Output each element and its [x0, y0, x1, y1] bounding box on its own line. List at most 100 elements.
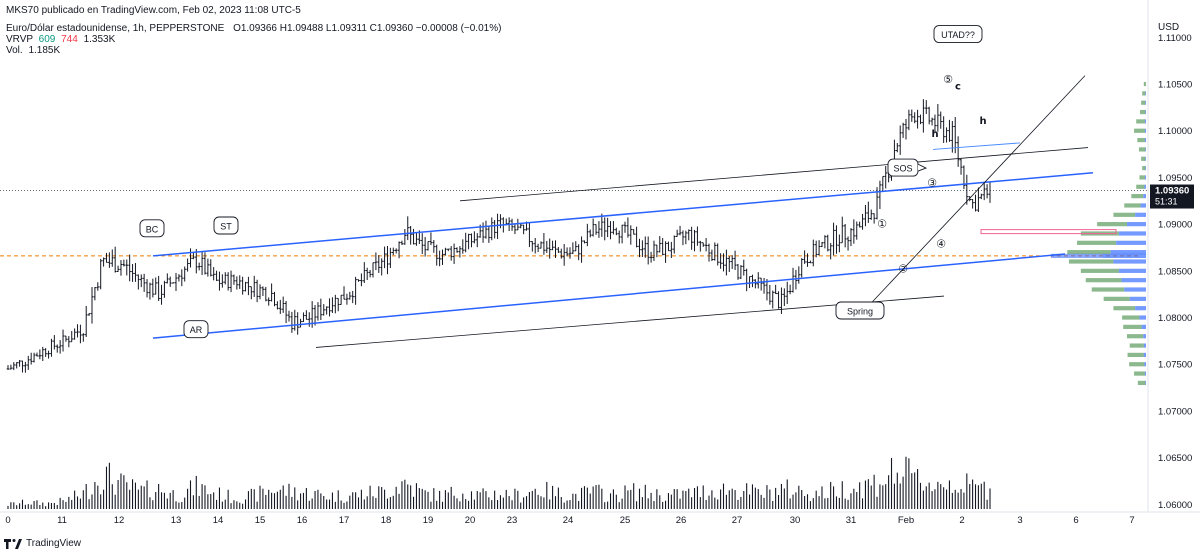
volume-profile-bar — [1142, 166, 1146, 171]
volume-profile-bar — [1139, 175, 1145, 180]
volume-profile-bar-sell — [1144, 362, 1146, 367]
volume-profile-bar — [1134, 371, 1145, 376]
volume-profile-bar — [1140, 109, 1146, 115]
annotation-box — [139, 219, 165, 238]
time-tick-label: 13 — [171, 515, 182, 526]
symbol-line: Euro/Dólar estadounidense, 1h, PEPPERSTO… — [6, 23, 501, 34]
time-tick-label: 31 — [846, 515, 857, 526]
pink-zone-box — [980, 229, 1117, 235]
time-tick-label: 27 — [732, 515, 743, 526]
volume-profile-bar-sell — [1145, 166, 1146, 171]
price-tick-label: 1.09000 — [1158, 220, 1192, 231]
volume-profile-bar-sell — [1144, 137, 1146, 143]
volume-profile-bar — [1141, 156, 1146, 161]
time-tick-label: 25 — [620, 515, 631, 526]
volume-profile-bar-sell — [1141, 324, 1146, 329]
annotation-marker: h — [979, 116, 986, 127]
volume-profile-bar-sell — [1110, 250, 1146, 255]
time-tick-label: 15 — [255, 515, 266, 526]
volume-profile-bar — [1113, 306, 1136, 311]
time-tick-label: 23 — [507, 515, 518, 526]
time-tick-label: 3 — [1017, 515, 1022, 526]
price-tick-label: 1.06500 — [1158, 453, 1192, 464]
volume-profile-bar-sell — [1102, 253, 1146, 258]
volume-profile-bar-sell — [1144, 128, 1146, 133]
time-tick-label: 2 — [959, 515, 964, 526]
volume-profile-bar-sell — [1144, 371, 1146, 376]
time-tick-label: 18 — [381, 515, 392, 526]
volume-profile-bar-sell — [1143, 334, 1146, 339]
volume-profile-bar — [1129, 343, 1144, 348]
volume-profile-bar-sell — [1116, 240, 1146, 245]
volume-profile-bar-sell — [1145, 109, 1146, 115]
price-axis-currency: USD — [1158, 22, 1179, 33]
tradingview-footer[interactable]: TradingView — [4, 538, 81, 549]
price-tick-label: 1.09500 — [1158, 173, 1192, 184]
annotation-marker: ① — [877, 218, 887, 231]
candles-layer — [6, 99, 992, 373]
annotation-marker: ⑤ — [943, 73, 953, 86]
upper-channel-line — [152, 172, 1094, 257]
volume-profile-bar — [1091, 287, 1125, 292]
volume-line[interactable]: Vol. 1.185K — [6, 45, 60, 56]
volume-profile-bar — [1051, 253, 1103, 258]
volume-profile-bar-sell — [1135, 306, 1146, 311]
publisher-line: MKS70 publicado en TradingView.com, Feb … — [6, 5, 301, 16]
vrvp-line[interactable]: VRVP 609 744 1.353K — [6, 34, 115, 45]
volume-profile-bar-sell — [1143, 194, 1146, 199]
symbol-name[interactable]: Euro/Dólar estadounidense, 1h, PEPPERSTO… — [6, 23, 225, 34]
annotation-box — [835, 301, 885, 320]
volume-profile-bar — [1127, 352, 1144, 357]
ohlc-values: O1.09366 H1.09488 L1.09311 C1.09360 −0.0… — [233, 23, 502, 34]
volume-layer — [7, 456, 991, 509]
annotation-box — [213, 216, 239, 235]
time-tick-label: 19 — [423, 515, 434, 526]
lower-channel-line — [152, 253, 1066, 339]
vrvp-label: VRVP — [6, 34, 33, 45]
volume-profile-bar — [1122, 315, 1140, 320]
annotation-marker: ② — [898, 262, 908, 275]
annotation-marker: ④ — [936, 237, 946, 250]
volume-profile-bar — [1113, 212, 1136, 217]
volume-profile-bar-sell — [1145, 380, 1146, 386]
annotation-box — [183, 320, 209, 339]
volume-profile-bar-sell — [1144, 175, 1146, 180]
volume-profile-bar-sell — [1140, 203, 1146, 208]
volume-profile-bar — [1124, 203, 1141, 208]
time-tick-label: 17 — [339, 515, 350, 526]
tradingview-brand: TradingView — [26, 538, 82, 549]
volume-profile-bar — [1123, 324, 1142, 329]
volume-value: 1.185K — [28, 45, 61, 56]
publisher-text: MKS70 publicado en TradingView.com, Feb … — [6, 5, 301, 16]
time-tick-label: 12 — [114, 515, 125, 526]
vrvp-down-value: 744 — [61, 34, 78, 45]
volume-profile-bar-sell — [1127, 222, 1146, 227]
annotation-label: AR — [190, 325, 203, 335]
time-tick-label: 16 — [297, 515, 308, 526]
annotation-label: ST — [220, 222, 232, 232]
volume-profile-bar — [1131, 194, 1144, 199]
volume-profile-bar-sell — [1145, 156, 1146, 161]
price-tick-label: 1.07500 — [1158, 360, 1192, 371]
volume-profile-bar-sell — [1145, 100, 1146, 105]
time-tick-label: 26 — [676, 515, 687, 526]
volume-profile-bar — [1127, 334, 1144, 339]
volume-profile-bar — [1097, 222, 1127, 227]
volume-profile-bar-sell — [1144, 119, 1146, 124]
volume-profile-bar-sell — [1118, 268, 1146, 273]
tradingview-logo-icon — [4, 538, 22, 549]
time-tick-label: 0 — [5, 515, 10, 526]
rising-trendline — [861, 75, 1086, 314]
volume-profile-bar — [1137, 380, 1146, 386]
volume-profile-bar-sell — [1139, 315, 1146, 320]
annotation-label: SOS — [893, 164, 912, 174]
volume-profile-bar — [1138, 147, 1146, 152]
volume-profile-bar — [1136, 119, 1145, 124]
price-tick-label: 1.06000 — [1158, 500, 1192, 511]
price-tick-label: 1.10500 — [1158, 80, 1192, 91]
volume-profile-bar — [1136, 184, 1145, 189]
volume-profile-bar — [1137, 137, 1145, 143]
volume-label: Vol. — [6, 45, 23, 56]
volume-profile-bar — [1067, 250, 1111, 255]
